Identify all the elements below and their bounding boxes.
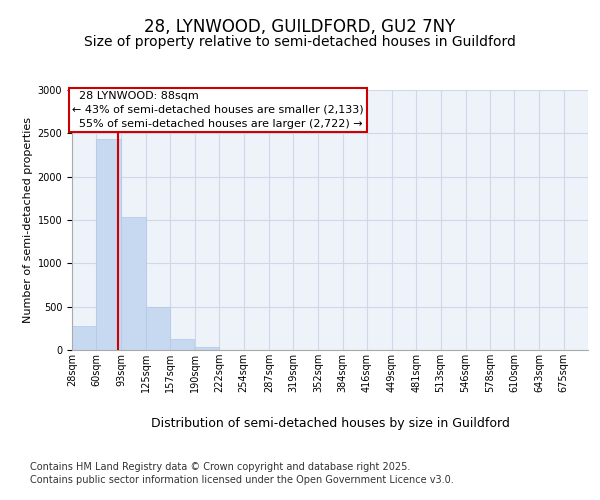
Y-axis label: Number of semi-detached properties: Number of semi-detached properties (23, 117, 34, 323)
Text: Distribution of semi-detached houses by size in Guildford: Distribution of semi-detached houses by … (151, 418, 509, 430)
Text: Contains public sector information licensed under the Open Government Licence v3: Contains public sector information licen… (30, 475, 454, 485)
Bar (170, 338, 194, 350)
Bar (97, 140, 121, 350)
Bar (146, 306, 170, 350)
Text: Size of property relative to semi-detached houses in Guildford: Size of property relative to semi-detach… (84, 35, 516, 49)
Bar (72, 326, 97, 350)
Text: Contains HM Land Registry data © Crown copyright and database right 2025.: Contains HM Land Registry data © Crown c… (30, 462, 410, 472)
Text: 28, LYNWOOD, GUILDFORD, GU2 7NY: 28, LYNWOOD, GUILDFORD, GU2 7NY (145, 18, 455, 36)
Text: 28 LYNWOOD: 88sqm
← 43% of semi-detached houses are smaller (2,133)
  55% of sem: 28 LYNWOOD: 88sqm ← 43% of semi-detached… (72, 91, 364, 129)
Bar (195, 348, 220, 350)
Bar (121, 218, 146, 350)
